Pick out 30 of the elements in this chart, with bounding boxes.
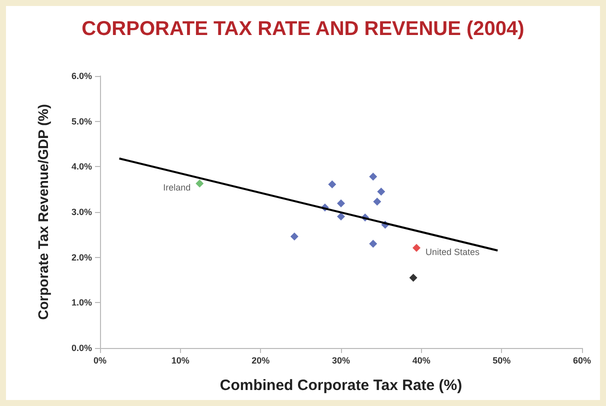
- point: [290, 232, 298, 240]
- point: [412, 244, 421, 252]
- chart-title: CORPORATE TAX RATE AND REVENUE (2004): [82, 18, 524, 40]
- point: [196, 179, 204, 188]
- x-axis-title: Combined Corporate Tax Rate (%): [220, 377, 462, 394]
- x-tick-label: 30%: [332, 356, 350, 366]
- y-tick-label: 4.0%: [71, 162, 92, 172]
- point: [369, 240, 378, 248]
- point: [373, 198, 382, 206]
- y-axis-title: Corporate Tax Revenue/GDP (%): [35, 104, 51, 320]
- point: [337, 199, 345, 208]
- y-tick-label: 5.0%: [71, 116, 92, 126]
- x-tick-label: 50%: [492, 356, 511, 366]
- x-tick-label: 40%: [412, 356, 430, 366]
- y-tick-label: 0.0%: [71, 343, 92, 353]
- point: [377, 188, 386, 196]
- annotation: United States: [426, 246, 480, 257]
- x-tick-label: 20%: [252, 356, 270, 366]
- y-tick-label: 6.0%: [71, 71, 92, 81]
- point: [409, 274, 418, 282]
- annotation: Ireland: [163, 182, 191, 192]
- x-tick-label: 60%: [572, 356, 592, 366]
- x-tick-label: 10%: [171, 356, 190, 366]
- y-tick-label: 3.0%: [71, 207, 92, 217]
- y-tick-label: 1.0%: [71, 298, 92, 308]
- x-tick-label: 0%: [93, 356, 107, 366]
- point: [369, 172, 378, 181]
- point: [328, 180, 336, 188]
- y-tick-label: 2.0%: [71, 252, 92, 262]
- point: [337, 212, 345, 221]
